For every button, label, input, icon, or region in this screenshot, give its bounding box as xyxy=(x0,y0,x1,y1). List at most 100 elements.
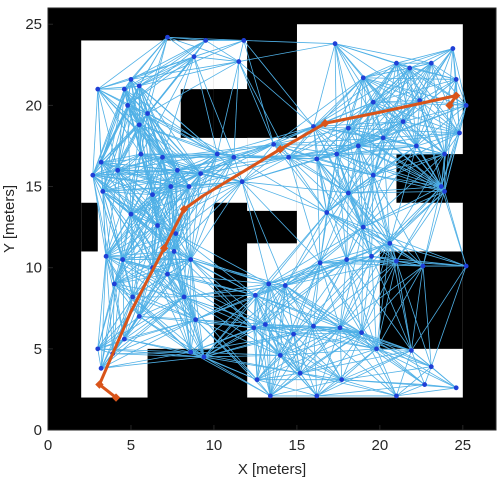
roadmap-edge xyxy=(416,145,445,192)
roadmap-node xyxy=(438,184,444,189)
roadmap-edge xyxy=(326,212,390,244)
roadmap-edge xyxy=(339,256,372,328)
roadmap-edge xyxy=(203,356,301,374)
roadmap-edge xyxy=(127,56,195,106)
roadmap-edge xyxy=(114,186,172,285)
roadmap-edge xyxy=(193,56,218,155)
roadmap-edge xyxy=(190,259,256,296)
roadmap-edge xyxy=(92,161,102,176)
roadmap-edge xyxy=(175,181,243,234)
roadmap-edge xyxy=(313,325,343,380)
roadmap-edge xyxy=(190,173,202,260)
roadmap-edge xyxy=(444,132,460,155)
path-waypoint-marker xyxy=(451,91,461,100)
roadmap-edge xyxy=(253,327,281,356)
roadmap-edge xyxy=(255,294,314,327)
roadmap-edge xyxy=(346,175,374,260)
x-tick-label: 15 xyxy=(289,437,306,454)
roadmap-edge xyxy=(339,327,397,397)
roadmap-node xyxy=(201,354,207,360)
roadmap-node xyxy=(422,382,428,387)
roadmap-edge xyxy=(183,296,205,358)
x-axis-ticks: 0 5 10 15 20 25 xyxy=(44,425,471,454)
roadmap-edge xyxy=(127,105,218,155)
roadmap-edge xyxy=(402,121,445,155)
roadmap-edge xyxy=(255,262,321,296)
roadmap-edge xyxy=(268,283,281,356)
roadmap-edge xyxy=(339,327,377,350)
roadmap-node xyxy=(138,151,144,157)
roadmap-edge xyxy=(130,40,206,80)
roadmap-edge xyxy=(372,175,397,262)
roadmap-edge xyxy=(255,294,362,333)
roadmap-edge xyxy=(362,175,374,228)
roadmap-edge xyxy=(175,233,269,285)
roadmap-edge xyxy=(288,156,374,176)
roadmap-edge xyxy=(241,156,289,183)
roadmap-edge xyxy=(444,48,454,155)
roadmap-edge xyxy=(242,158,317,183)
roadmap-edge xyxy=(102,191,107,257)
roadmap-edge xyxy=(256,333,294,380)
roadmap-edge xyxy=(101,153,141,163)
roadmap-edge xyxy=(334,43,420,101)
roadmap-edge xyxy=(382,62,432,139)
roadmap-edge xyxy=(316,332,362,397)
roadmap-edge xyxy=(402,104,467,123)
roadmap-edge xyxy=(444,191,467,267)
roadmap-edge xyxy=(190,157,235,260)
roadmap-edge xyxy=(188,143,274,187)
roadmap-edge xyxy=(316,379,342,397)
roadmap-edge xyxy=(348,191,445,194)
roadmap-edge xyxy=(97,319,196,350)
roadmap-edge xyxy=(430,62,467,106)
roadmap-edge xyxy=(147,61,240,114)
roadmap-edge xyxy=(97,348,102,369)
roadmap-edge xyxy=(100,124,140,163)
roadmap-edge xyxy=(334,43,349,129)
roadmap-node xyxy=(337,325,343,331)
roadmap-edge xyxy=(319,212,328,263)
plot-area xyxy=(47,7,497,431)
roadmap-edge xyxy=(336,153,391,244)
roadmap-edge xyxy=(300,372,397,397)
roadmap-edge xyxy=(339,227,364,328)
roadmap-edge xyxy=(188,186,192,260)
roadmap-edge xyxy=(177,170,192,260)
path-waypoint-marker xyxy=(276,145,285,154)
roadmap-edge xyxy=(117,170,153,268)
roadmap-edge xyxy=(173,173,202,252)
roadmap-node xyxy=(387,240,393,246)
roadmap-edge xyxy=(265,324,281,356)
roadmap-edge xyxy=(376,265,424,350)
roadmap-edge xyxy=(190,259,205,358)
roadmap-edge xyxy=(190,333,294,353)
roadmap-edge xyxy=(200,156,289,174)
roadmap-edge xyxy=(117,153,218,171)
obstacle-region xyxy=(247,8,297,41)
roadmap-node xyxy=(345,125,351,131)
roadmap-edge xyxy=(313,262,321,327)
roadmap-edge xyxy=(105,213,132,257)
roadmap-edge xyxy=(339,260,397,329)
roadmap-edge xyxy=(396,387,457,397)
roadmap-edge xyxy=(361,332,425,385)
roadmap-edge xyxy=(313,326,318,396)
roadmap-node xyxy=(457,130,462,136)
roadmap-edge xyxy=(114,267,153,285)
y-axis-ticks: 0 5 10 15 20 25 xyxy=(25,16,53,439)
roadmap-edge xyxy=(316,158,391,244)
roadmap-edge xyxy=(339,259,348,328)
roadmap-edge xyxy=(177,170,190,187)
roadmap-edge xyxy=(288,127,349,158)
roadmap-node xyxy=(413,143,419,149)
roadmap-edge xyxy=(92,79,132,176)
roadmap-edge xyxy=(124,259,192,340)
roadmap-edge xyxy=(175,153,218,234)
roadmap-edge xyxy=(130,173,201,215)
roadmap-edge xyxy=(313,62,397,127)
roadmap-edge xyxy=(348,121,404,129)
roadmap-node xyxy=(100,189,106,194)
roadmap-edge xyxy=(358,132,460,147)
roadmap-edge xyxy=(402,63,432,122)
